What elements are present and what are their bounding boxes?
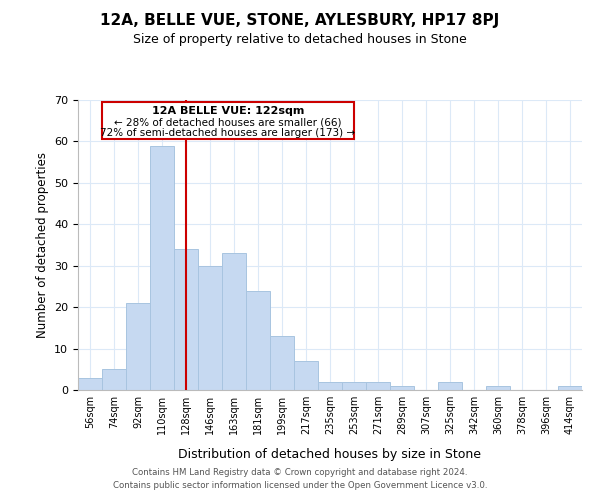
Y-axis label: Number of detached properties: Number of detached properties [35,152,49,338]
Bar [222,254,246,390]
Bar [318,382,342,390]
Bar [558,386,582,390]
Text: 72% of semi-detached houses are larger (173) →: 72% of semi-detached houses are larger (… [100,128,356,138]
Bar [342,382,366,390]
Bar [270,336,294,390]
Bar [126,303,150,390]
Text: Contains HM Land Registry data © Crown copyright and database right 2024.
Contai: Contains HM Land Registry data © Crown c… [113,468,487,490]
Bar [438,382,462,390]
Bar [294,361,318,390]
Bar [102,102,354,140]
Text: 12A BELLE VUE: 122sqm: 12A BELLE VUE: 122sqm [152,106,304,116]
Bar [78,378,102,390]
Bar [390,386,414,390]
Text: Size of property relative to detached houses in Stone: Size of property relative to detached ho… [133,32,467,46]
Text: ← 28% of detached houses are smaller (66): ← 28% of detached houses are smaller (66… [114,118,342,128]
Bar [486,386,510,390]
Bar [246,290,270,390]
Bar [150,146,174,390]
X-axis label: Distribution of detached houses by size in Stone: Distribution of detached houses by size … [179,448,482,461]
Bar [174,249,198,390]
Bar [366,382,390,390]
Bar [198,266,222,390]
Text: 12A, BELLE VUE, STONE, AYLESBURY, HP17 8PJ: 12A, BELLE VUE, STONE, AYLESBURY, HP17 8… [100,12,500,28]
Bar [102,370,126,390]
